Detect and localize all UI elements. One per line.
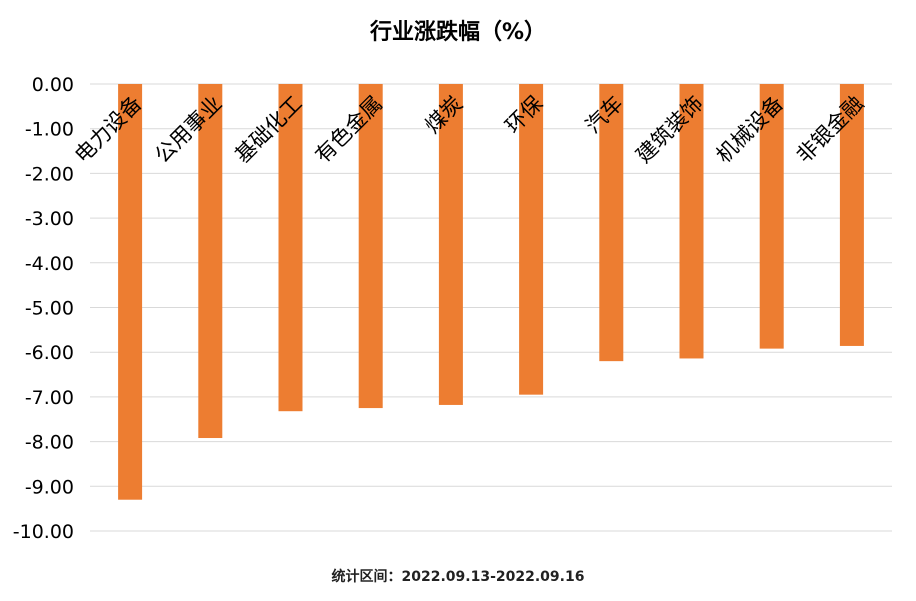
bar xyxy=(118,84,143,500)
y-tick-label: -9.00 xyxy=(25,476,74,498)
footnote-date-range: 统计区间：2022.09.13-2022.09.16 xyxy=(331,569,585,585)
category-labels: 电力设备 公用事业 基础化工 有色金属 煤炭 环保 汽车 建筑装饰 机械设备 非银金融 xyxy=(70,91,868,167)
chart-title: 行业涨跌幅（%） xyxy=(369,20,547,45)
bars xyxy=(118,84,864,500)
y-tick-label: -10.00 xyxy=(13,521,74,543)
bar xyxy=(358,84,383,409)
bar xyxy=(679,84,704,359)
y-tick-label: -3.00 xyxy=(25,208,74,230)
y-tick-label: -4.00 xyxy=(25,253,74,275)
bar xyxy=(278,84,303,412)
y-tick-label: -7.00 xyxy=(25,387,74,409)
bar xyxy=(839,84,864,346)
y-axis-tick-labels: 0.00 -1.00 -2.00 -3.00 -4.00 -5.00 -6.00 -7.00 -… xyxy=(13,74,74,543)
bar xyxy=(438,84,463,405)
y-tick-label: -5.00 xyxy=(25,298,74,320)
bar xyxy=(759,84,784,349)
y-tick-label: -2.00 xyxy=(25,163,74,185)
y-tick-label: 0.00 xyxy=(32,74,74,96)
grid-lines xyxy=(90,83,892,532)
y-tick-label: -6.00 xyxy=(25,342,74,364)
y-tick-label: -8.00 xyxy=(25,432,74,454)
y-tick-label: -1.00 xyxy=(25,119,74,141)
bar xyxy=(198,84,223,439)
bar xyxy=(519,84,544,395)
bar xyxy=(599,84,624,362)
